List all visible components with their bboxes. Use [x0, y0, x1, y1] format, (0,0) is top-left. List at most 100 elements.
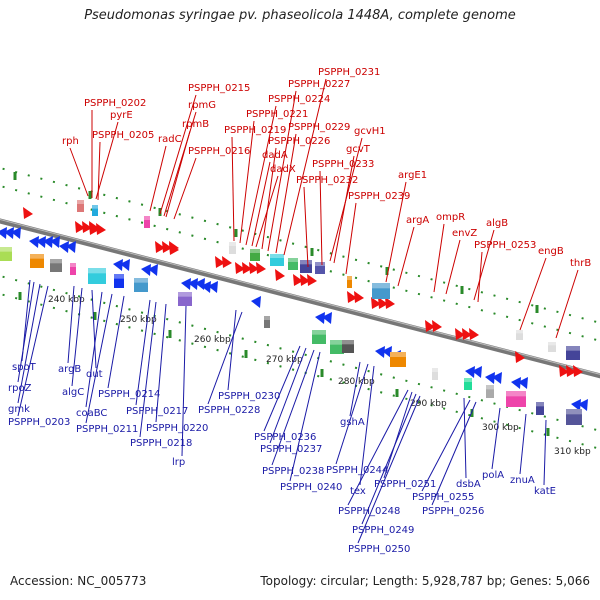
reverse-arrow-9-head-1 — [382, 346, 392, 358]
forward-label-leader — [231, 136, 235, 242]
reverse-gene-box-10-shine — [342, 340, 354, 345]
reverse-label-leader — [67, 285, 75, 364]
forward-gene-box-13-fill — [330, 340, 344, 354]
reverse-arrow-4-head-0 — [141, 264, 151, 276]
reverse-gene-label: PSPPH_0249 — [352, 525, 414, 536]
forward-gene-box-11 — [548, 342, 556, 352]
reverse-label-leader — [85, 291, 103, 408]
forward-gene-box-7 — [300, 260, 312, 273]
forward-label-leader — [261, 147, 277, 250]
reverse-gene-box-17-shine — [536, 402, 544, 407]
forward-arrow-9-head-1 — [354, 291, 364, 303]
forward-gene-box-10-shine — [516, 330, 523, 334]
reverse-arrow-14-head-0 — [571, 399, 581, 411]
reverse-label-leader — [107, 295, 125, 389]
reverse-label-leader — [491, 407, 501, 470]
reverse-arrow-2-head-0 — [59, 241, 69, 253]
forward-gene-label: argE1 — [398, 170, 427, 181]
forward-label-leader — [173, 157, 197, 220]
reverse-arrow-12-head-1 — [492, 372, 502, 384]
forward-gene-box-8-fill — [315, 262, 325, 274]
reverse-gene-box-9-fill — [312, 330, 326, 344]
reverse-gene-label: PSPPH_0240 — [280, 482, 342, 493]
forward-gene-box-3-shine — [229, 242, 236, 246]
reverse-arrow-12-head-0 — [485, 372, 495, 384]
reverse-label-leader — [271, 349, 315, 466]
topology-label: Topology: circular; Length: 5,928,787 bp… — [260, 574, 590, 588]
forward-label-leader — [385, 181, 407, 283]
forward-arrow-12-head-1 — [462, 328, 472, 340]
reverse-gene-box-13-fill — [432, 368, 438, 380]
reverse-arrow-6-head-1 — [208, 281, 218, 293]
forward-gene-label: argA — [406, 215, 429, 226]
forward-arrow-12-head-2 — [469, 328, 479, 340]
forward-arrow-8-head-1 — [300, 274, 310, 286]
forward-arrow-2-head-0 — [89, 223, 99, 235]
forward-gene-box-1 — [92, 205, 98, 216]
forward-gene-box-1-fill — [92, 205, 98, 216]
reverse-arrow-11 — [465, 366, 482, 378]
forward-gene-label: rpmG — [188, 100, 216, 111]
reverse-gene-label: PSPPH_0244 — [326, 465, 388, 476]
reverse-gene-box-11-shine — [372, 283, 390, 289]
forward-label-leader — [165, 130, 191, 218]
reverse-gene-box-7-fill — [178, 292, 192, 306]
forward-gene-box-8 — [315, 262, 325, 274]
reverse-gene-box-12 — [390, 352, 406, 367]
track-tick-13 — [395, 389, 399, 397]
forward-arrow-6 — [235, 262, 266, 274]
forward-gene-box-6-shine — [288, 258, 298, 262]
forward-gene-box-3-fill — [229, 242, 236, 254]
forward-gene-label: engB — [538, 246, 564, 257]
reverse-arrow-2 — [59, 241, 76, 253]
reverse-arrow-0-head-2 — [11, 227, 21, 239]
reverse-arrow-6-head-0 — [201, 281, 211, 293]
forward-arrow-5 — [215, 256, 232, 268]
forward-arrow-9 — [347, 291, 364, 303]
reverse-label-leader — [207, 311, 243, 405]
forward-label-leader — [95, 121, 119, 200]
forward-label-leader — [445, 239, 461, 295]
forward-gene-box-13-shine — [330, 340, 344, 345]
forward-arrow-10-head-2 — [385, 297, 395, 309]
reverse-arrow-5-head-1 — [188, 278, 198, 290]
reverse-gene-label: polA — [482, 470, 504, 481]
reverse-gene-box-5 — [114, 274, 124, 288]
track-dots-1 — [0, 184, 600, 342]
forward-gene-label: radC — [158, 134, 182, 145]
forward-gene-label: rph — [62, 136, 79, 147]
reverse-gene-label: PSPPH_0211 — [76, 424, 138, 435]
forward-arrow-13 — [515, 351, 525, 363]
reverse-arrow-1-head-1 — [36, 236, 46, 248]
reverse-gene-box-15 — [486, 385, 494, 398]
reverse-gene-label: dsbA — [456, 479, 481, 490]
forward-gene-label: PSPPH_0233 — [312, 159, 374, 170]
reverse-gene-box-9 — [312, 330, 326, 344]
forward-arrow-3-head-1 — [162, 241, 172, 253]
reverse-gene-box-9-shine — [312, 330, 326, 335]
scale-tick-label: 310 kbp — [554, 447, 591, 457]
forward-gene-box-5-fill — [270, 254, 284, 266]
reverse-arrow-12 — [485, 372, 502, 384]
forward-gene-box-11-shine — [548, 342, 556, 346]
reverse-arrow-0-head-0 — [0, 227, 7, 239]
forward-arrow-6-head-1 — [242, 262, 252, 274]
reverse-gene-label: coaBC — [76, 408, 107, 419]
reverse-gene-label: katE — [534, 486, 556, 497]
reverse-label-leader — [359, 365, 375, 486]
reverse-arrow-13 — [511, 377, 528, 389]
forward-gene-label: ompR — [436, 212, 465, 223]
reverse-label-leader — [421, 399, 471, 492]
forward-arrow-5-head-0 — [215, 256, 225, 268]
reverse-gene-label: PSPPH_0203 — [8, 417, 70, 428]
reverse-gene-label: PSPPH_0220 — [146, 423, 208, 434]
reverse-arrow-1-head-3 — [50, 236, 60, 248]
forward-gene-box-7-fill — [300, 260, 312, 273]
reverse-label-leader — [17, 283, 41, 404]
reverse-gene-box-16 — [506, 391, 526, 407]
reverse-gene-box-6 — [134, 278, 148, 292]
forward-label-leader — [159, 94, 197, 215]
track-dots-3 — [0, 292, 600, 450]
